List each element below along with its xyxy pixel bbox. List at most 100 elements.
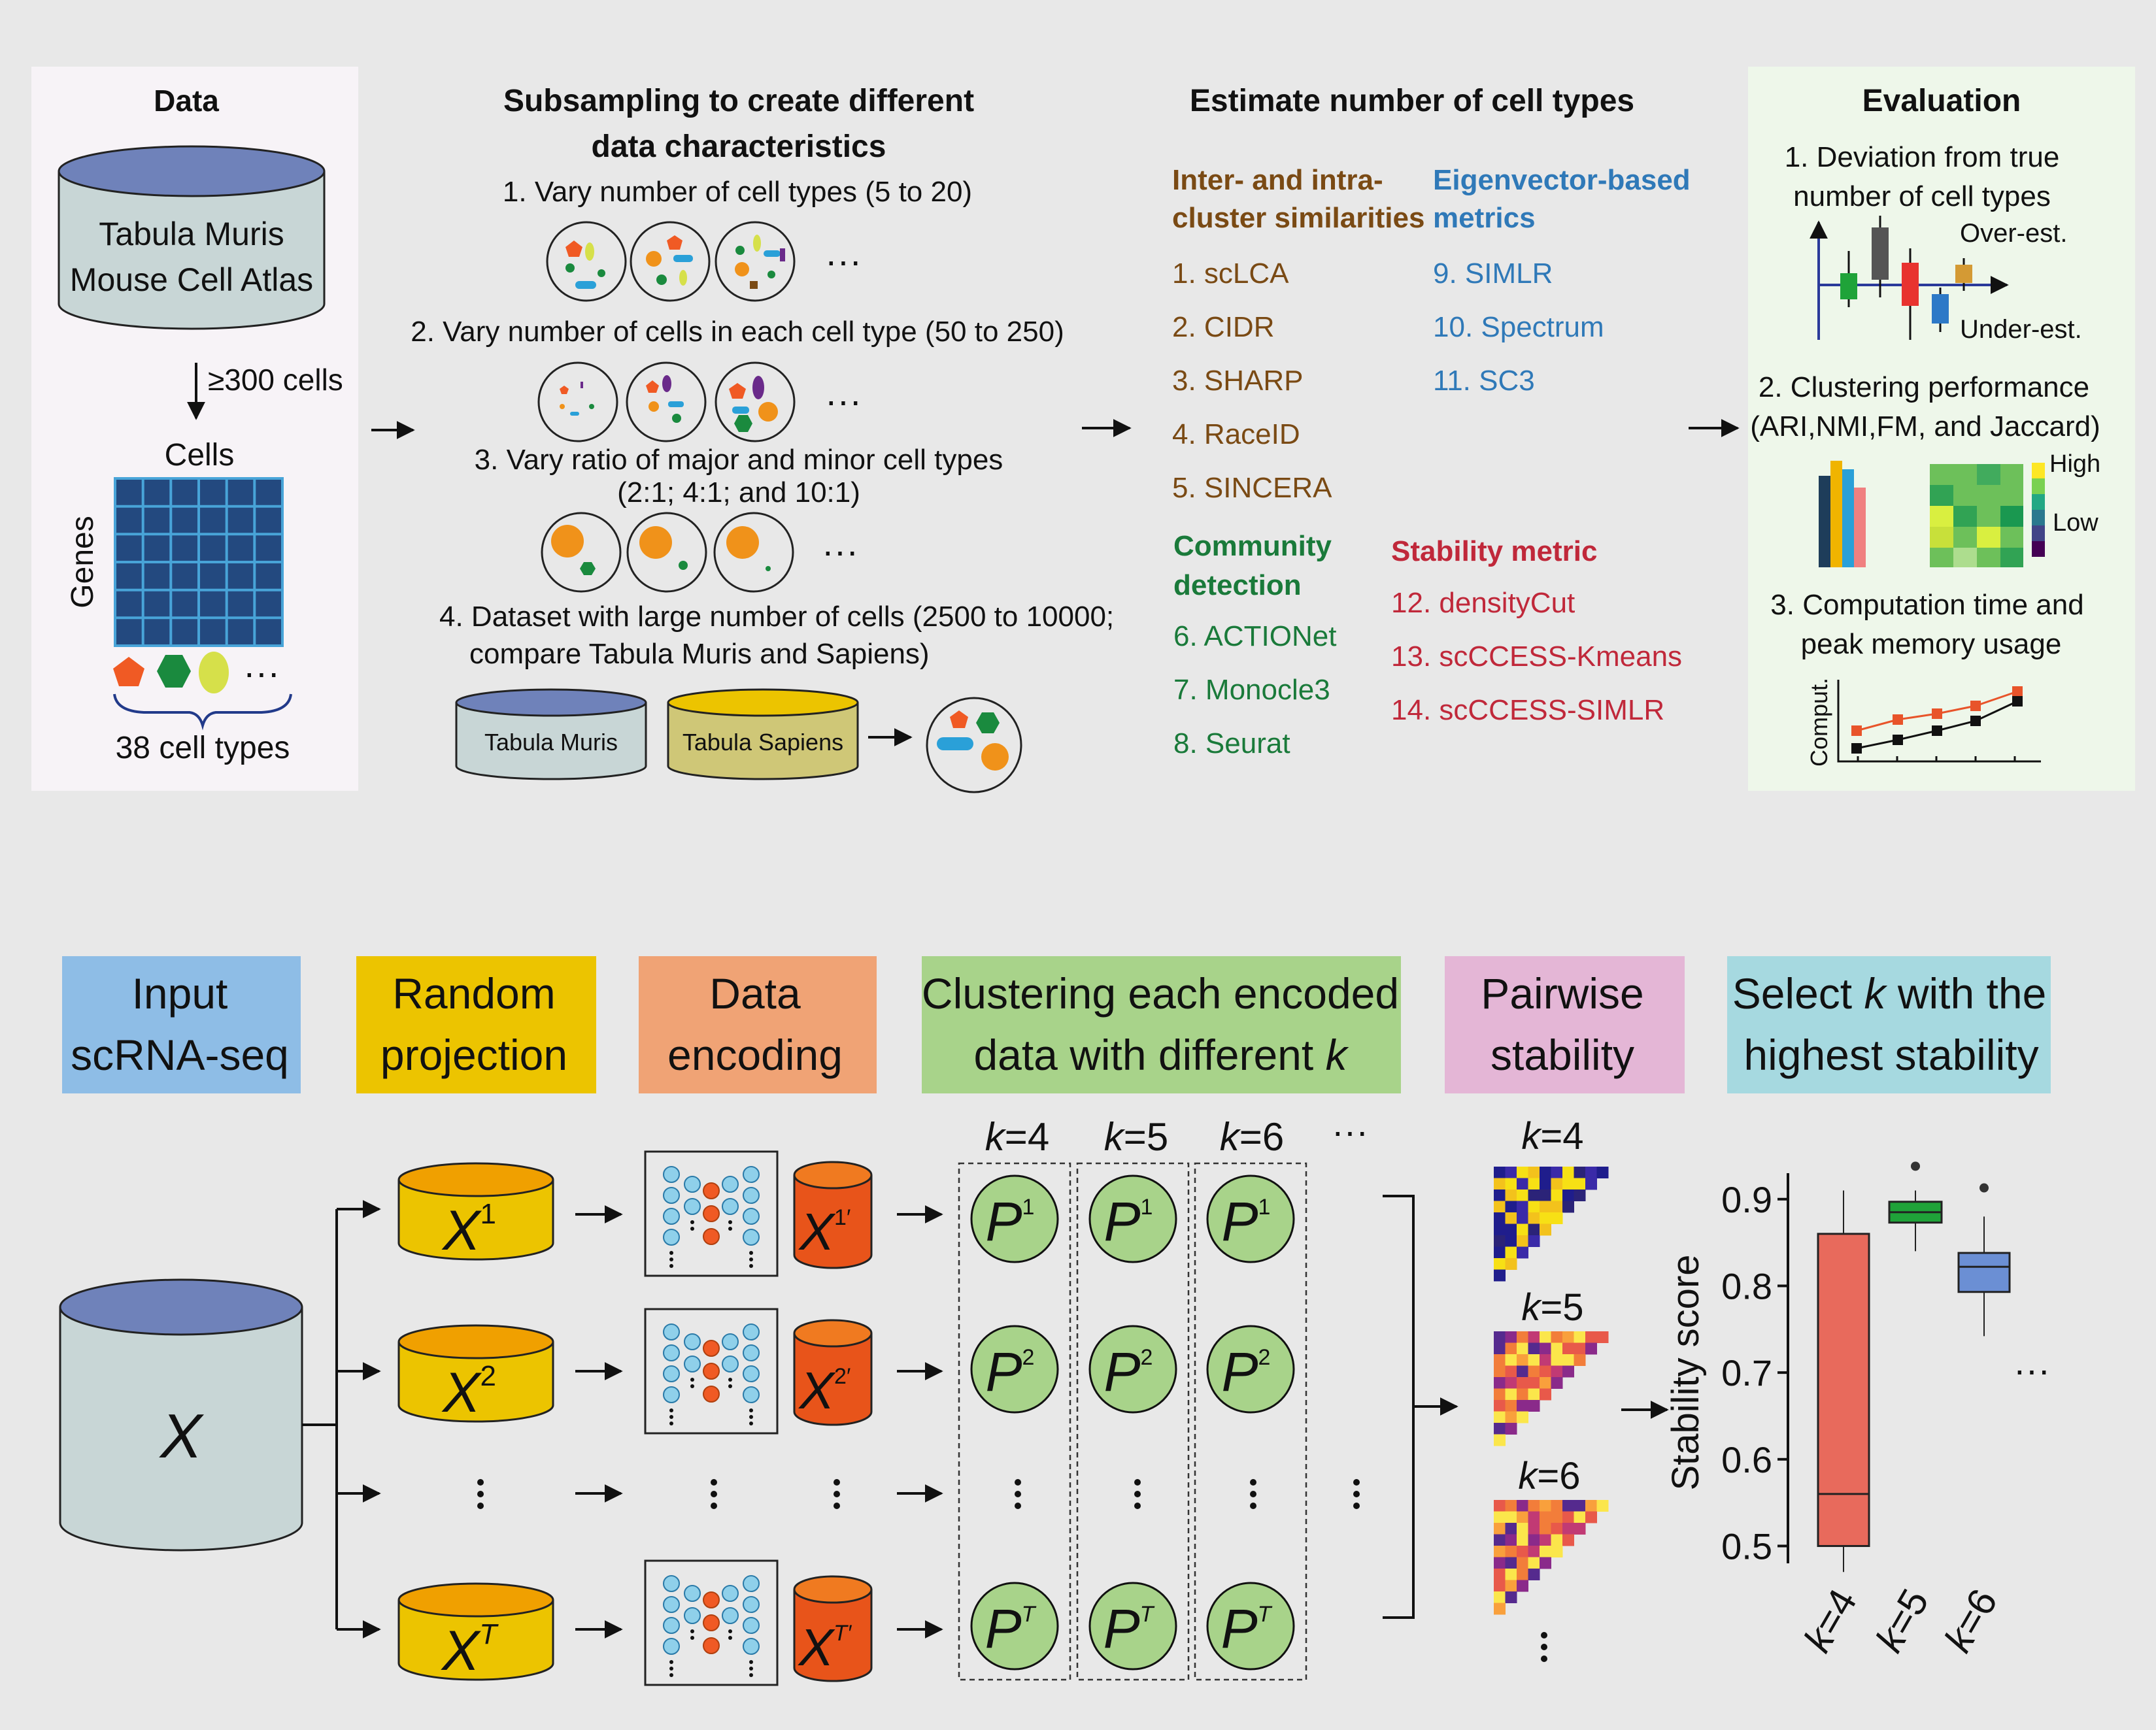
clustering-k-labels: k=4 k=5 k=6 ··· bbox=[985, 1110, 1368, 1159]
projection-row-1: X1 bbox=[397, 1162, 554, 1262]
select-header-line2: highest stability bbox=[1743, 1031, 2038, 1079]
input-header-line2: scRNA-seq bbox=[71, 1031, 289, 1079]
random-header-line2: projection bbox=[380, 1031, 567, 1079]
colorbar-high-label: High bbox=[2049, 450, 2100, 478]
eval-item3-line1: 3. Computation time and bbox=[1770, 589, 2083, 621]
method-raceid: 4. RaceID bbox=[1172, 418, 1300, 450]
estimate-section: Estimate number of cell types Inter- and… bbox=[1172, 84, 1691, 759]
box-outlier bbox=[1979, 1183, 1989, 1193]
method-scccess-simlr: 14. scCCESS-SIMLR bbox=[1391, 694, 1664, 726]
partition-circles: P1 P1 P1 P2 P2 P2 PT PT PT bbox=[970, 1174, 1295, 1671]
clustering-columns bbox=[958, 1162, 1307, 1681]
group3-heading-line1: Community bbox=[1173, 530, 1332, 562]
svg-text:P1: P1 bbox=[986, 1191, 1035, 1252]
x-category-label: k=5 bbox=[1867, 1582, 1937, 1659]
input-x-label: X bbox=[159, 1401, 205, 1471]
subsampling-title-line2: data characteristics bbox=[592, 129, 886, 164]
tabula-muris-database-icon bbox=[58, 145, 326, 330]
under-estimate-label: Under-est. bbox=[1960, 315, 2082, 344]
pairwise-heatmap-k4 bbox=[1494, 1167, 1609, 1282]
projected-x1-label: X1 bbox=[441, 1198, 496, 1262]
subsampling-item3-line1: 3. Vary ratio of major and minor cell ty… bbox=[475, 444, 1003, 476]
group3-heading-line2: detection bbox=[1173, 569, 1302, 601]
k4-column-label: k=4 bbox=[985, 1115, 1049, 1159]
method-simlr: 9. SIMLR bbox=[1433, 258, 1553, 290]
x-category-label: k=4 bbox=[1795, 1582, 1865, 1659]
subsampling-item4-line2: compare Tabula Muris and Sapiens) bbox=[469, 638, 930, 670]
method-scccess-kmeans: 13. scCCESS-Kmeans bbox=[1391, 640, 1682, 673]
partition-p1-k5: P1 bbox=[1088, 1174, 1177, 1263]
eval-item2-line1: 2. Clustering performance bbox=[1759, 371, 2089, 403]
select-k-header-box bbox=[1727, 956, 2051, 1093]
tabula-sapiens-label: Tabula Sapiens bbox=[682, 729, 843, 756]
encoded-x1-label: X1′ bbox=[798, 1203, 851, 1261]
method-sharp: 3. SHARP bbox=[1172, 365, 1304, 397]
y-tick-label: 0.5 bbox=[1721, 1525, 1772, 1567]
vertical-ellipsis-row bbox=[477, 1479, 1547, 1662]
estimate-title: Estimate number of cell types bbox=[1190, 84, 1634, 118]
stability-boxplot: Stability score 0.5 0.6 0.7 0.8 0.9 k=4 k=5k=6… bbox=[1664, 1161, 2050, 1659]
input-header-line1: Input bbox=[132, 969, 228, 1018]
method-cidr: 2. CIDR bbox=[1172, 311, 1274, 343]
projected-xt-label: XT bbox=[441, 1618, 499, 1682]
ratio-sample-row3: ··· bbox=[541, 512, 858, 593]
method-densitycut: 12. densityCut bbox=[1391, 587, 1575, 619]
partition-pt-k4: PT bbox=[970, 1582, 1059, 1671]
pairwise-header-line2: stability bbox=[1491, 1031, 1634, 1079]
svg-text:P2: P2 bbox=[1222, 1341, 1271, 1403]
cell-types-count: 38 cell types bbox=[116, 731, 290, 765]
cell-type-shape-pentagon bbox=[113, 657, 144, 686]
pairwise-k5-label: k=5 bbox=[1521, 1286, 1583, 1329]
performance-heatmap-icon bbox=[1930, 464, 2023, 567]
clustering-header-box bbox=[922, 956, 1401, 1093]
box-outlier bbox=[1911, 1161, 1920, 1171]
projection-row-2: X2 bbox=[397, 1324, 554, 1424]
large-sample-icon bbox=[926, 697, 1022, 793]
k-columns-ellipsis: ··· bbox=[1332, 1110, 1368, 1152]
computation-mini-chart bbox=[1837, 680, 2041, 763]
eval-item3-line2: peak memory usage bbox=[1801, 628, 2062, 660]
subsampling-item1: 1. Vary number of cell types (5 to 20) bbox=[503, 176, 972, 208]
over-estimate-label: Over-est. bbox=[1960, 219, 2067, 248]
group2-heading-line2: metrics bbox=[1433, 202, 1536, 234]
data-title: Data bbox=[154, 84, 219, 118]
encoded-x1-cylinder: X1′ bbox=[793, 1161, 873, 1269]
eval-item1-line2: number of cell types bbox=[1793, 180, 2051, 212]
tabula-muris-small-label: Tabula Muris bbox=[484, 729, 618, 756]
input-header-box bbox=[62, 956, 301, 1093]
svg-text:P2: P2 bbox=[1104, 1341, 1153, 1403]
row-arrows bbox=[575, 1205, 943, 1639]
cell-type-sample-row1: ··· bbox=[546, 221, 862, 302]
projection-row-t: XT bbox=[397, 1582, 554, 1682]
partition-p2-k5: P2 bbox=[1088, 1325, 1177, 1414]
encoded-xt-label: XT′ bbox=[798, 1618, 852, 1676]
box-k=4 bbox=[1817, 1233, 1870, 1547]
branch-connector bbox=[302, 1200, 381, 1639]
y-axis-title: Stability score bbox=[1664, 1254, 1707, 1490]
method-monocle3: 7. Monocle3 bbox=[1173, 674, 1330, 706]
clustering-header-line1: Clustering each encoded bbox=[922, 969, 1399, 1018]
method-seurat: 8. Seurat bbox=[1173, 727, 1290, 759]
y-tick-label: 0.8 bbox=[1721, 1265, 1772, 1306]
method-spectrum: 10. Spectrum bbox=[1433, 311, 1604, 343]
eval-item1-line1: 1. Deviation from true bbox=[1785, 141, 2060, 173]
svg-text:P2: P2 bbox=[986, 1341, 1035, 1403]
encoding-header-line1: Data bbox=[709, 969, 801, 1018]
tabula-muris-small-database-icon bbox=[455, 688, 647, 780]
database-label-line2: Mouse Cell Atlas bbox=[70, 261, 313, 298]
encoding-header-line2: encoding bbox=[667, 1031, 843, 1079]
clustering-header-line2: data with different k bbox=[973, 1031, 1349, 1079]
input-matrix-x-cylinder: X bbox=[59, 1278, 303, 1552]
svg-text:P1: P1 bbox=[1222, 1191, 1271, 1252]
svg-text:PT: PT bbox=[985, 1598, 1037, 1659]
partition-pt-k5: PT bbox=[1088, 1582, 1177, 1671]
pairwise-k6-label: k=6 bbox=[1518, 1455, 1580, 1497]
encoded-x2-cylinder: X2′ bbox=[793, 1319, 873, 1426]
y-tick-label: 0.9 bbox=[1721, 1179, 1772, 1220]
y-tick-label: 0.6 bbox=[1721, 1439, 1772, 1480]
random-header-line1: Random bbox=[392, 969, 555, 1018]
row-ellipsis: ··· bbox=[825, 380, 862, 421]
subsampling-section: Subsampling to create different data cha… bbox=[411, 84, 1114, 793]
autoencoder-icon-row2 bbox=[644, 1308, 779, 1435]
